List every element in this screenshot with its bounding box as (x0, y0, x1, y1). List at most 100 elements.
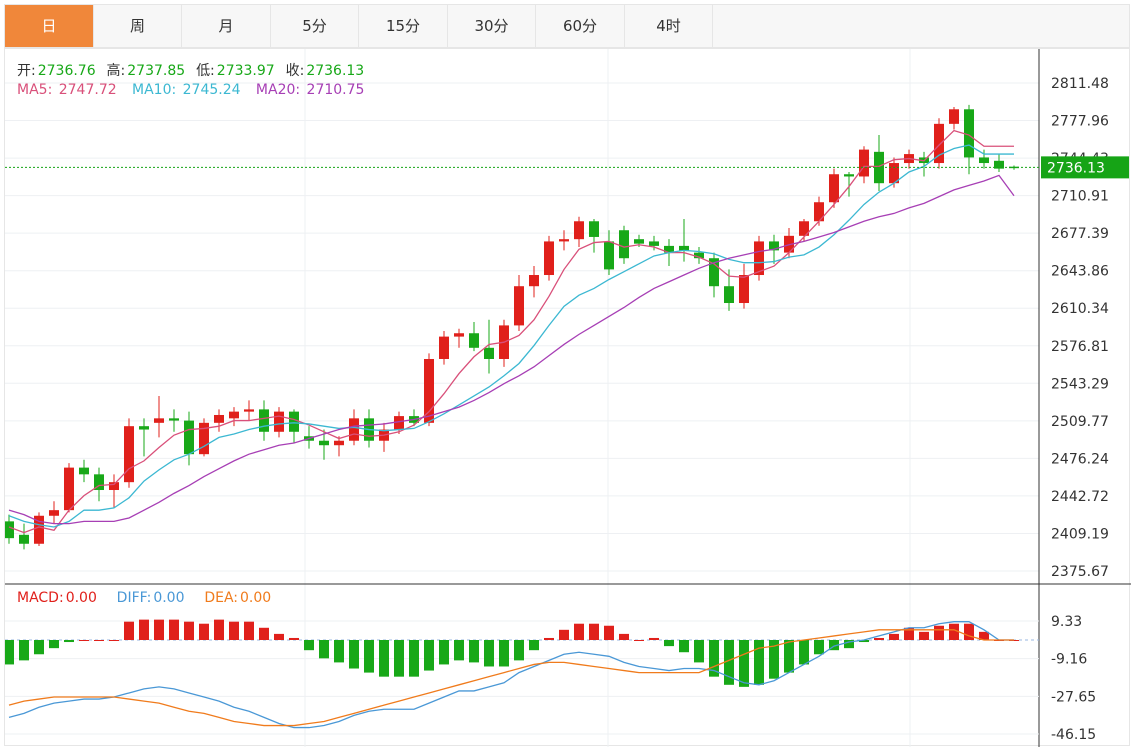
macd-bar (184, 621, 194, 641)
tab-30min[interactable]: 30分 (448, 5, 536, 47)
price-tick-label: 2543.29 (1051, 376, 1109, 392)
macd-tick-label: -46.15 (1051, 727, 1096, 743)
macd-bar (814, 640, 824, 655)
tab-4hour[interactable]: 4时 (625, 5, 713, 47)
macd-bar (559, 629, 569, 641)
last-price-tag (1041, 156, 1129, 179)
kline-chart-svg[interactable]: 2811.482777.962744.432710.912677.392643.… (5, 49, 1131, 747)
candle-body (679, 245, 689, 251)
high-value: 2737.85 (127, 63, 186, 79)
candle-body (394, 416, 404, 430)
candle-body (604, 241, 614, 270)
candle-body (289, 411, 299, 432)
macd-bar (409, 640, 419, 677)
low-label: 低: (196, 63, 215, 79)
macd-bar (304, 640, 314, 651)
tab-day[interactable]: 日 (5, 5, 94, 47)
macd-bar (469, 640, 479, 663)
candle-body (889, 163, 899, 184)
macd-bar (934, 625, 944, 641)
candle-body (19, 534, 29, 544)
macd-bar (859, 640, 869, 643)
diff-label: DIFF: (116, 590, 152, 606)
price-tick-label: 2677.39 (1051, 226, 1109, 242)
open-label: 开: (17, 63, 36, 79)
candle-body (484, 347, 494, 359)
macd-bar (844, 640, 854, 649)
candle-body (454, 333, 464, 337)
close-label: 收: (285, 63, 305, 79)
macd-bar (754, 640, 764, 685)
candle-body (334, 440, 344, 446)
macd-bar (79, 640, 89, 642)
candle-body (169, 418, 179, 421)
ma10-line (8, 144, 1014, 528)
macd-value: 0.00 (65, 590, 97, 606)
macd-bar (964, 623, 974, 641)
macd-bar (64, 640, 74, 643)
macd-bar (574, 623, 584, 641)
macd-bar (544, 637, 554, 641)
candle-body (184, 420, 194, 455)
macd-bar (244, 621, 254, 641)
tab-week[interactable]: 周 (94, 5, 182, 47)
candle-body (754, 241, 764, 276)
kline-chart-panel[interactable]: 2811.482777.962744.432710.912677.392643.… (4, 48, 1131, 747)
macd-bar (199, 623, 209, 641)
candle-body (199, 422, 209, 455)
candle-body (349, 418, 359, 441)
candle-body (739, 275, 749, 304)
macd-bar (49, 640, 59, 649)
price-tick-label: 2811.48 (1051, 76, 1109, 92)
macd-bar (154, 619, 164, 641)
price-tick-label: 2409.19 (1051, 526, 1109, 542)
macd-label: MACD: (17, 590, 64, 606)
candle-body (319, 440, 329, 446)
macd-bar (904, 627, 914, 641)
price-tick-label: 2576.81 (1051, 339, 1109, 355)
candle-body (49, 510, 59, 516)
macd-bar (124, 621, 134, 641)
macd-bar (169, 619, 179, 641)
candle-body (574, 221, 584, 240)
tab-month[interactable]: 月 (182, 5, 271, 47)
macd-bar (94, 640, 104, 642)
candle-body (544, 241, 554, 276)
macd-bar (664, 640, 674, 647)
macd-bar (514, 640, 524, 661)
tab-5min[interactable]: 5分 (271, 5, 359, 47)
candle-body (589, 221, 599, 237)
candle-body (949, 109, 959, 124)
price-tick-label: 2643.86 (1051, 264, 1109, 280)
macd-bar (799, 640, 809, 665)
macd-bar (319, 640, 329, 659)
tab-60min[interactable]: 60分 (536, 5, 625, 47)
ma10-label: MA10: (132, 82, 177, 98)
macd-bar (334, 640, 344, 663)
candle-body (619, 230, 629, 259)
macd-bar (829, 640, 839, 651)
ma-legend: MA5: 2747.72 MA10: 2745.24 MA20: 2710.75 (17, 82, 366, 98)
macd-bar (259, 627, 269, 641)
close-value: 2736.13 (306, 63, 365, 79)
ma20-value: 2710.75 (306, 82, 365, 98)
macd-bar (379, 640, 389, 677)
candle-body (439, 336, 449, 359)
candle-body (214, 414, 224, 423)
macd-bar (529, 640, 539, 651)
tab-15min[interactable]: 15分 (359, 5, 448, 47)
price-tick-label: 2610.34 (1051, 301, 1109, 317)
candle-body (124, 426, 134, 483)
candle-body (844, 174, 854, 177)
candle-body (859, 149, 869, 177)
price-tick-label: 2476.24 (1051, 451, 1109, 467)
candle-body (64, 467, 74, 511)
open-value: 2736.76 (37, 63, 96, 79)
candle-body (94, 474, 104, 491)
macd-bar (19, 640, 29, 661)
candle-body (469, 333, 479, 348)
ma5-line (8, 129, 1014, 534)
dea-line (8, 629, 1014, 727)
macd-bar (589, 623, 599, 641)
macd-bar (979, 631, 989, 641)
